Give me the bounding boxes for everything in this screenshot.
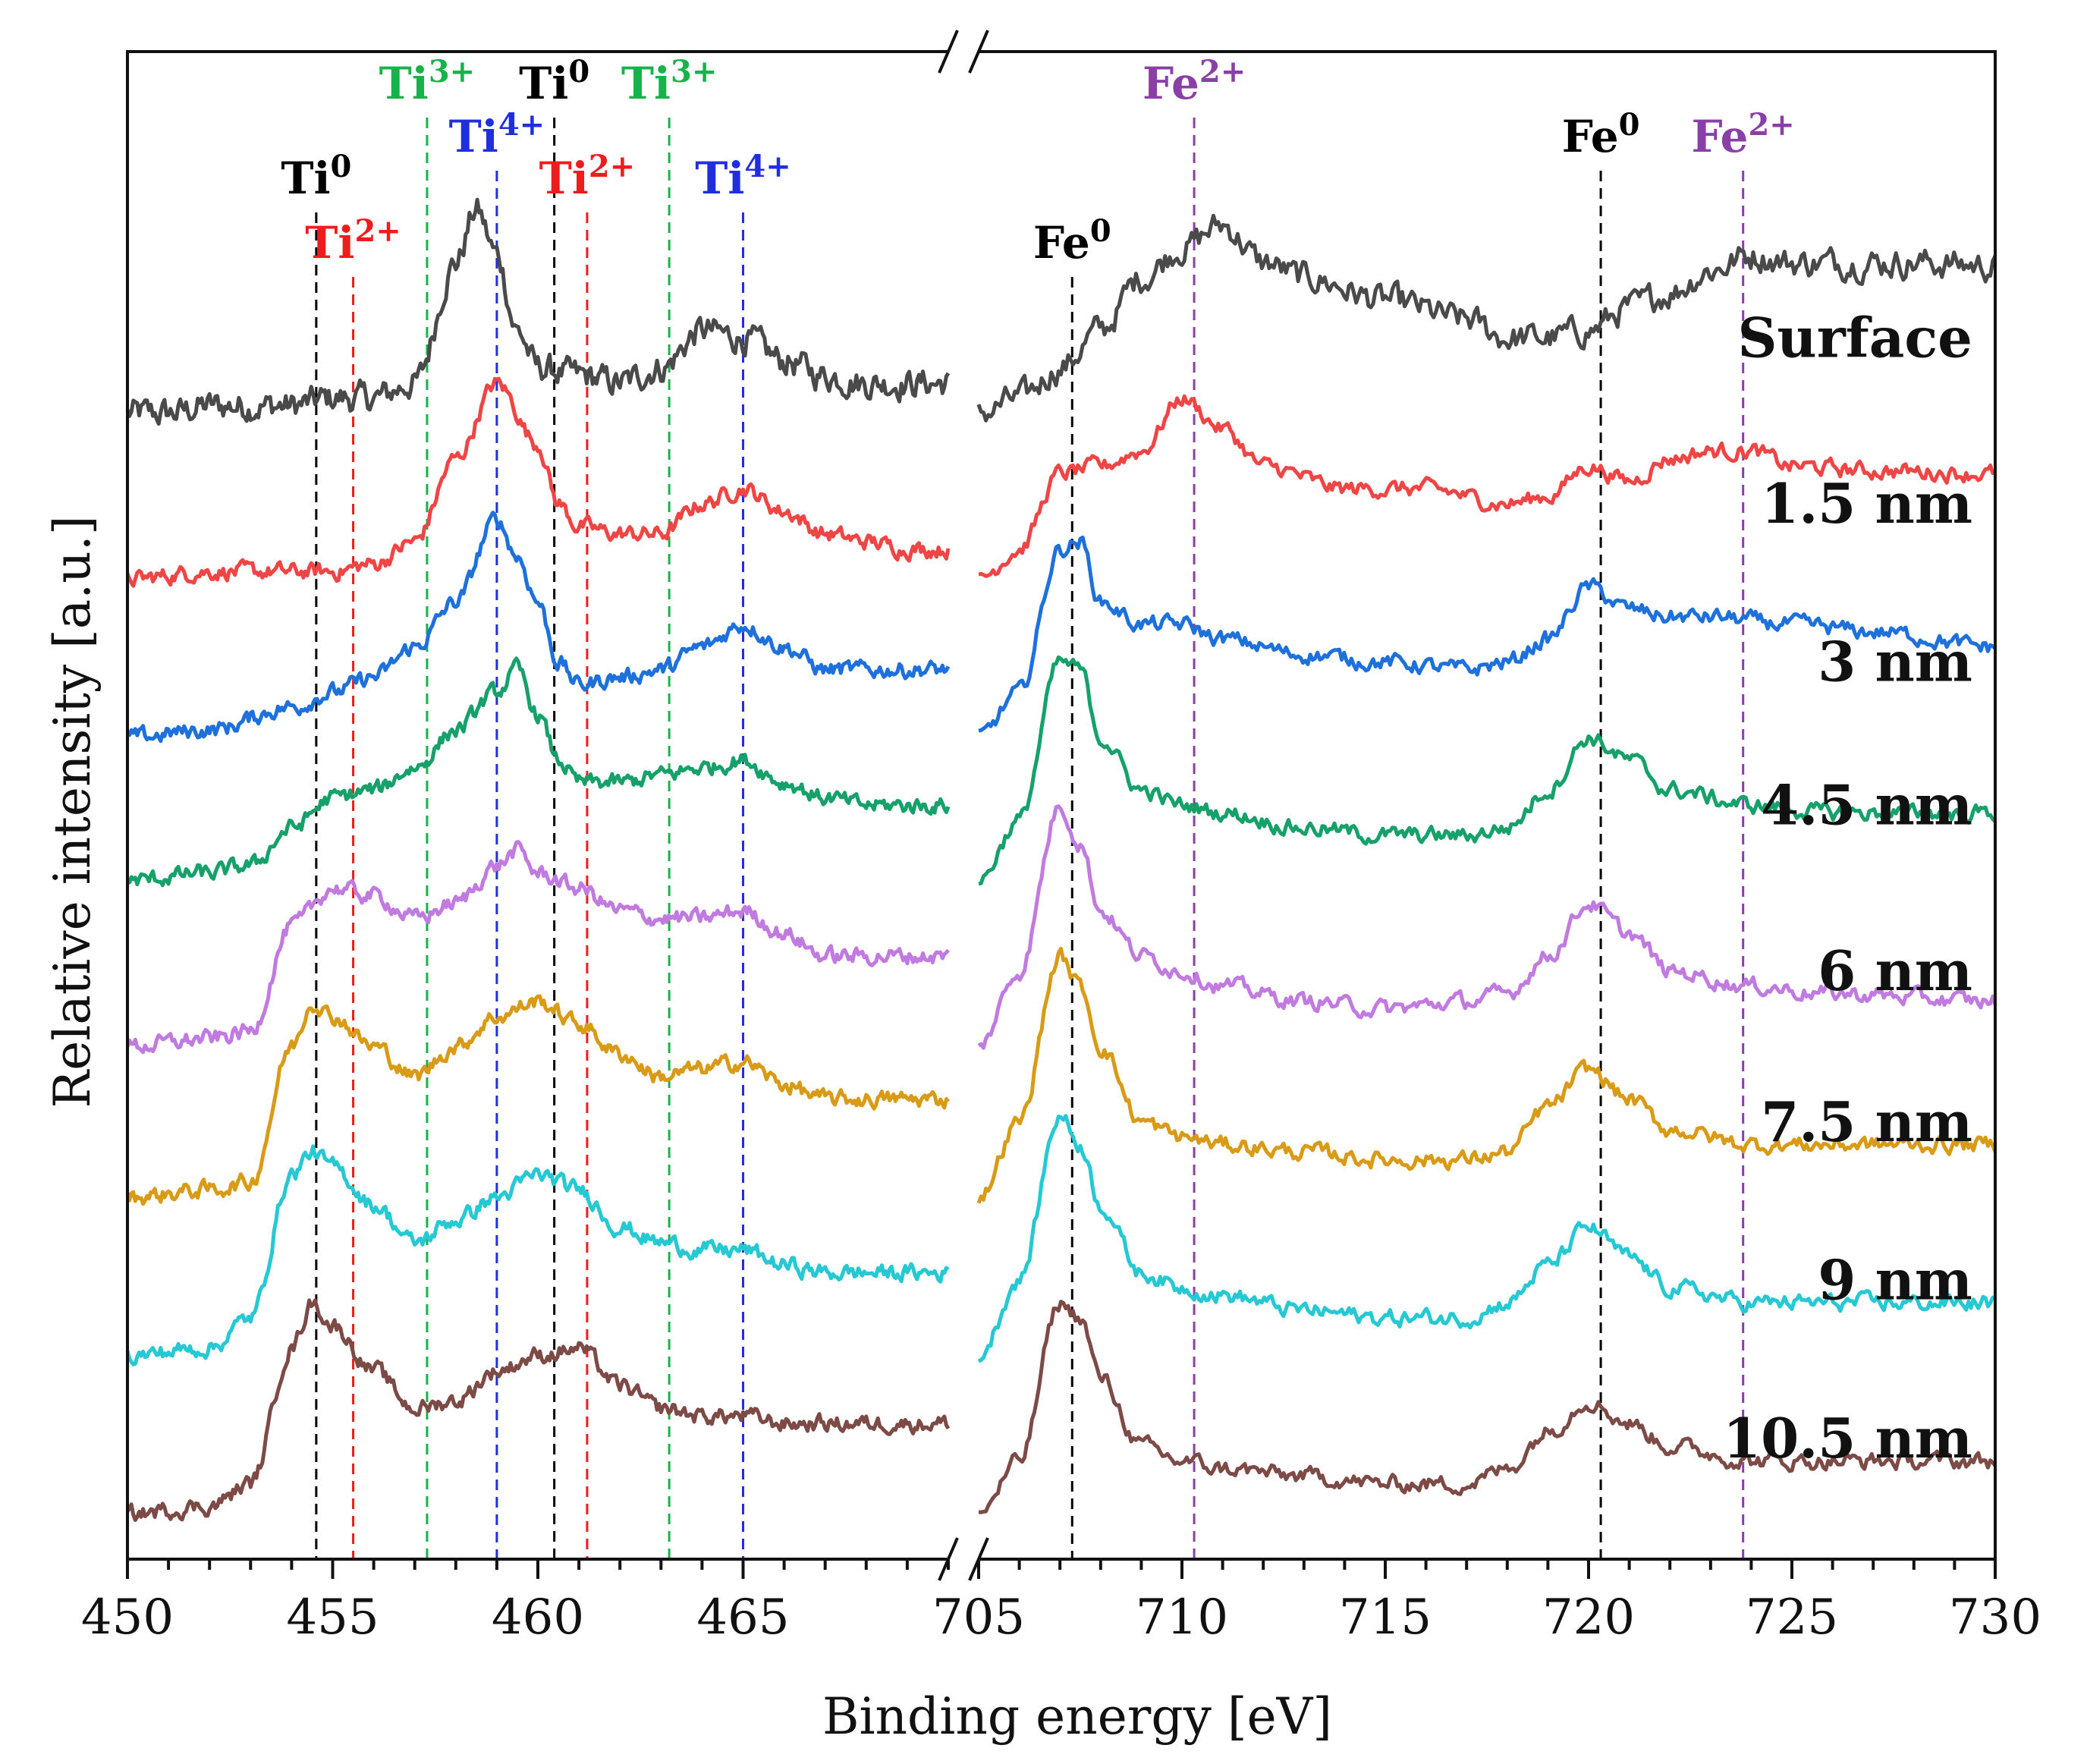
peak-marker-label: Fe2+ [1692,107,1795,162]
series-line-ti [125,1144,950,1366]
peak-marker-label: Ti0 [281,149,351,204]
series-line-fe [976,946,1997,1204]
peak-marker-label: Ti4+ [695,149,791,204]
x-tick-label: 710 [1136,1589,1228,1646]
x-tick-label: 460 [492,1589,584,1646]
series-line-ti [126,656,951,888]
series-line-fe [978,535,1997,733]
frame-right-panel [979,50,1997,1561]
series-line-fe [977,804,1997,1050]
series-label: 6 nm [1818,939,1972,1003]
series-line-ti [125,840,950,1055]
x-tick-label: 720 [1542,1589,1635,1646]
series-label: Surface [1737,306,1972,370]
series-line-fe [978,394,1997,578]
peak-marker-label: Ti4+ [449,107,545,162]
x-tick-label: 730 [1949,1589,2041,1646]
x-tick-label: 725 [1746,1589,1838,1646]
series-label: 10.5 nm [1723,1406,1972,1470]
series-label: 7.5 nm [1761,1090,1972,1154]
y-axis-title: Relative intensity [a.u.] [43,516,102,1108]
peak-marker-label: Ti3+ [621,54,718,109]
series-line-ti [127,511,951,744]
series-line-ti [125,376,951,588]
series-label: 3 nm [1818,630,1972,694]
series-line-ti [125,1298,951,1522]
peak-marker-label: Fe0 [1033,213,1111,269]
peak-marker-label: Fe0 [1562,107,1640,162]
peak-marker-label: Ti2+ [305,213,401,269]
spectra-series [125,197,1997,1522]
peak-marker-label: Ti2+ [539,149,636,204]
axis-break-mark [968,30,989,74]
series-line-fe [976,213,1997,423]
series-label: 1.5 nm [1761,471,1972,536]
text-labels: Ti0Ti2+Ti3+Ti4+Ti0Ti2+Ti3+Ti4+Fe0Fe2+Fe0… [81,54,2041,1646]
peak-marker-label: Ti0 [519,54,589,109]
series-label: 4.5 nm [1761,773,1972,838]
peak-marker-label: Ti3+ [379,54,476,109]
x-tick-label: 705 [932,1589,1025,1646]
series-line-ti [125,994,950,1206]
series-line-fe [978,1300,1997,1514]
series-label: 9 nm [1818,1247,1972,1312]
axis-break-mark [938,30,959,74]
series-line-ti [125,197,951,426]
x-tick-label: 465 [696,1589,789,1646]
x-axis-title: Binding energy [eV] [822,1687,1332,1746]
series-line-fe [978,655,1997,886]
x-tick-label: 450 [81,1589,174,1646]
x-tick-label: 715 [1339,1589,1432,1646]
peak-marker-label: Fe2+ [1143,54,1246,109]
series-line-fe [977,1114,1996,1363]
x-tick-label: 455 [286,1589,379,1646]
axis-ticks [126,1559,1997,1579]
